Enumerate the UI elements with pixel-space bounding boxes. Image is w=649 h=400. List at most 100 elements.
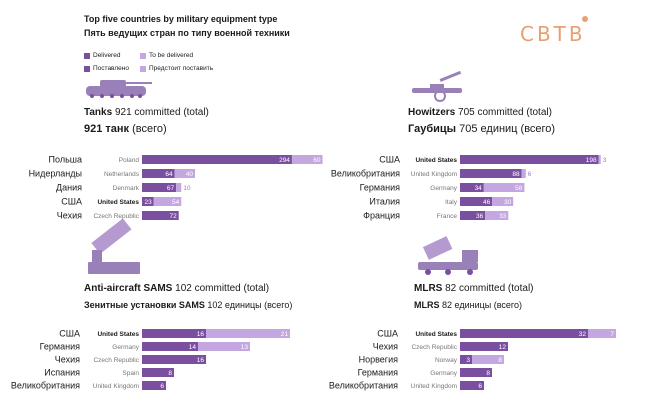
- mlrs-label-en: United States: [415, 331, 457, 338]
- legend-swatch-delivered-ru: [84, 65, 90, 72]
- mlrs-bar-to-be-delivered: [588, 329, 616, 338]
- sams-value-delivered: 16: [197, 357, 205, 364]
- tanks-value-delivered: 72: [169, 213, 177, 220]
- howitzers-value-to-be-delivered: 3: [603, 157, 607, 164]
- howitzers-bar-to-be-delivered: [492, 197, 514, 206]
- tanks-bar-delivered: [142, 155, 292, 164]
- mlrs-value-to-be-delivered: 8: [498, 357, 502, 364]
- sams-bar-delivered: [142, 342, 198, 351]
- tanks-label-en: United States: [97, 199, 139, 206]
- mlrs-label-ru: США: [377, 329, 398, 339]
- sams-header-en: Anti-aircraft SAMS 102 committed (total): [84, 283, 270, 294]
- sams-label-ru: Чехия: [55, 355, 80, 365]
- legend-label-delivered: Delivered: [93, 52, 121, 59]
- mlrs-header-en: MLRS 82 committed (total): [414, 283, 534, 294]
- sams-label-ru: Германия: [40, 342, 80, 352]
- mlrs-label-ru: Чехия: [373, 342, 398, 352]
- tanks-bar-delivered: [142, 197, 154, 206]
- logo: CBTB: [520, 22, 586, 46]
- tanks-value-delivered: 23: [144, 199, 152, 206]
- howitzers-label-ru: Великобритания: [331, 169, 400, 179]
- sams-value-delivered: 6: [160, 383, 164, 390]
- legend-delivered: Delivered: [84, 52, 120, 59]
- logo-dot-icon: [582, 16, 588, 22]
- tanks-bar-to-be-delivered: [176, 183, 182, 192]
- legend-label-to-be-delivered-ru: Предстоит поставить: [149, 65, 214, 72]
- tanks-value-delivered: 67: [167, 185, 175, 192]
- legend-delivered-ru: Поставлено: [84, 65, 129, 72]
- howitzers-label-ru: Германия: [360, 183, 400, 193]
- howitzers-bar-to-be-delivered: [521, 169, 526, 178]
- tanks-value-to-be-delivered: 54: [172, 199, 180, 206]
- mlrs-value-delivered: 6: [478, 383, 482, 390]
- howitzers-bar-delivered: [460, 211, 486, 220]
- tanks-label-en: Denmark: [113, 185, 140, 192]
- sams-label-en: United Kingdom: [93, 383, 139, 390]
- tanks-bar-to-be-delivered: [153, 197, 182, 206]
- howitzers-bar-delivered: [460, 197, 493, 206]
- mlrs-bar-to-be-delivered: [472, 355, 504, 364]
- chart-title: Top five countries by military equipment…: [84, 14, 278, 24]
- howitzers-bar-delivered: [460, 183, 484, 192]
- sams-bar-to-be-delivered: [198, 342, 250, 351]
- sams-bar-delivered: [142, 329, 206, 338]
- tanks-label-ru: Польша: [49, 155, 82, 165]
- tanks-value-to-be-delivered: 60: [313, 157, 321, 164]
- sams-label-ru: США: [59, 329, 80, 339]
- howitzers-value-to-be-delivered: 30: [504, 199, 512, 206]
- sams-label-ru: Испания: [44, 368, 80, 378]
- howitzers-bar-delivered: [460, 169, 522, 178]
- sams-bar-delivered: [142, 355, 206, 364]
- howitzers-value-to-be-delivered: 6: [528, 171, 532, 178]
- mlrs-bar-delivered: [460, 342, 508, 351]
- legend: Delivered To be delivered Поставлено Пре…: [84, 52, 244, 76]
- tanks-value-delivered: 294: [279, 157, 290, 164]
- sams-value-delivered: 14: [189, 344, 197, 351]
- legend-swatch-to-be-delivered: [140, 52, 146, 59]
- tanks-label-ru: Чехия: [57, 211, 82, 221]
- howitzers-bar-to-be-delivered: [483, 183, 525, 192]
- mlrs-value-delivered: 3: [466, 357, 470, 364]
- mlrs-label-en: Germany: [430, 370, 457, 377]
- mlrs-value-delivered: 32: [579, 331, 587, 338]
- mlrs-value-delivered: 8: [486, 370, 490, 377]
- tanks-header-en: Tanks 921 committed (total): [84, 107, 209, 118]
- tanks-bar-delivered: [142, 183, 177, 192]
- tanks-label-en: Netherlands: [104, 171, 140, 178]
- howitzers-value-delivered: 36: [476, 213, 484, 220]
- sams-value-delivered: 8: [168, 370, 172, 377]
- tanks-bar-delivered: [142, 169, 175, 178]
- howitzers-value-delivered: 46: [483, 199, 491, 206]
- mlrs-value-delivered: 12: [499, 344, 507, 351]
- howitzers-label-ru: США: [379, 155, 400, 165]
- tanks-label-ru: США: [61, 197, 82, 207]
- howitzers-value-delivered: 198: [586, 157, 597, 164]
- tanks-bar-delivered: [142, 211, 179, 220]
- sams-label-en: United States: [97, 331, 139, 338]
- mlrs-header-ru: MLRS 82 единицы (всего): [414, 300, 523, 310]
- mlrs-bar-delivered: [460, 329, 588, 338]
- howitzers-header-ru: Гаубицы 705 единиц (всего): [408, 123, 556, 135]
- legend-swatch-to-be-delivered-ru: [140, 65, 146, 72]
- mlrs-value-to-be-delivered: 7: [610, 331, 614, 338]
- legend-swatch-delivered: [84, 52, 90, 59]
- sams-bar-delivered: [142, 381, 166, 390]
- sams-label-en: Spain: [122, 370, 139, 377]
- tanks-bar-to-be-delivered: [291, 155, 323, 164]
- mlrs-label-ru: Норвегия: [359, 355, 399, 365]
- howitzers-label-ru: Франция: [363, 211, 400, 221]
- mlrs-bar-delivered: [460, 355, 472, 364]
- mlrs-label-en: Czech Republic: [411, 344, 457, 351]
- howitzers-value-to-be-delivered: 58: [515, 185, 523, 192]
- legend-to-be-delivered-ru: Предстоит поставить: [140, 65, 213, 72]
- tanks-header-ru: 921 танк (всего): [84, 123, 167, 135]
- sams-bar-to-be-delivered: [206, 329, 290, 338]
- legend-to-be-delivered: To be delivered: [140, 52, 193, 59]
- sams-label-en: Czech Republic: [93, 357, 139, 364]
- mlrs-bar-delivered: [460, 381, 484, 390]
- mlrs-bar-delivered: [460, 368, 492, 377]
- howitzers-label-en: United Kingdom: [411, 171, 457, 178]
- howitzers-label-en: Germany: [430, 185, 457, 192]
- sams-header-ru: Зенитные установки SAMS 102 единицы (все…: [84, 300, 293, 310]
